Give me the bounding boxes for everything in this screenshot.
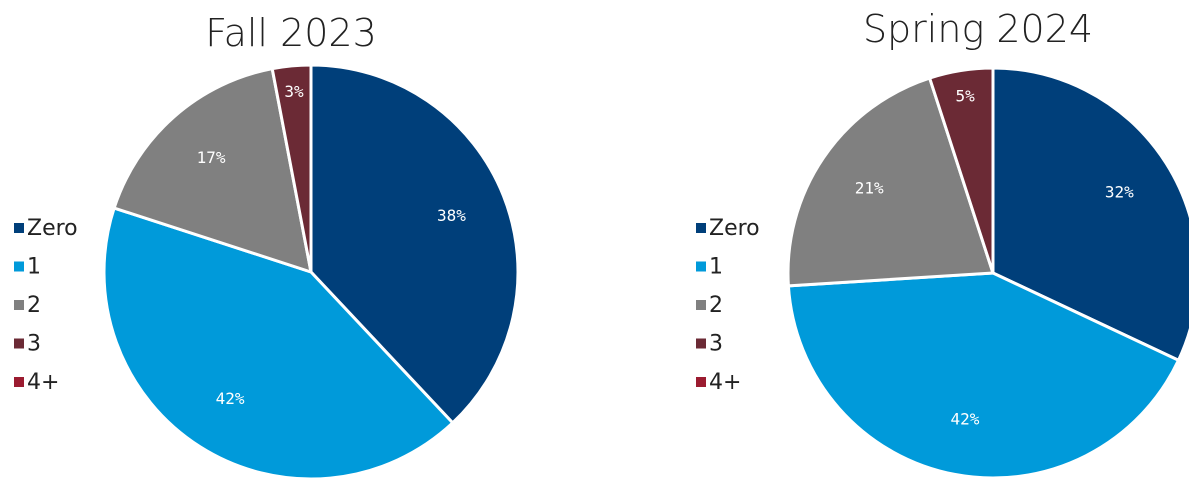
legend-label: 2 <box>709 293 723 318</box>
legend-swatch <box>696 300 706 310</box>
value-label: 32% <box>1105 182 1134 201</box>
pie-slice <box>786 271 1181 478</box>
legend-label: 3 <box>709 332 723 357</box>
legend-swatch <box>14 223 24 233</box>
pie-slice <box>991 66 1189 363</box>
legend-swatch <box>14 377 24 387</box>
pie-slice <box>786 76 996 288</box>
legend-swatch <box>696 261 706 272</box>
chart-title: Spring 2024 <box>863 7 1093 51</box>
legend-swatch <box>696 338 706 349</box>
pie-slice <box>112 66 313 275</box>
legend-label: 1 <box>709 255 723 280</box>
legend-swatch <box>14 261 24 272</box>
legend-label: Zero <box>709 216 760 241</box>
chart-title: Fall 2023 <box>205 11 377 55</box>
pie-slice <box>309 63 520 426</box>
legend-label: 4+ <box>27 370 59 395</box>
pie-slice <box>102 206 455 478</box>
legend-swatch <box>14 338 24 349</box>
legend-swatch <box>696 223 706 233</box>
legend-swatch <box>14 300 24 310</box>
value-label: 42% <box>951 409 980 428</box>
value-label: 38% <box>437 206 466 225</box>
value-label: 42% <box>216 389 245 408</box>
legend-label: 4+ <box>709 370 741 395</box>
legend-swatch <box>696 377 706 387</box>
legend-label: Zero <box>27 216 78 241</box>
legend-label: 2 <box>27 293 41 318</box>
value-label: 5% <box>955 86 975 105</box>
value-label: 17% <box>197 148 226 167</box>
value-label: 3% <box>284 82 304 101</box>
value-label: 21% <box>855 178 884 197</box>
legend-label: 3 <box>27 332 41 357</box>
legend-label: 1 <box>27 255 41 280</box>
